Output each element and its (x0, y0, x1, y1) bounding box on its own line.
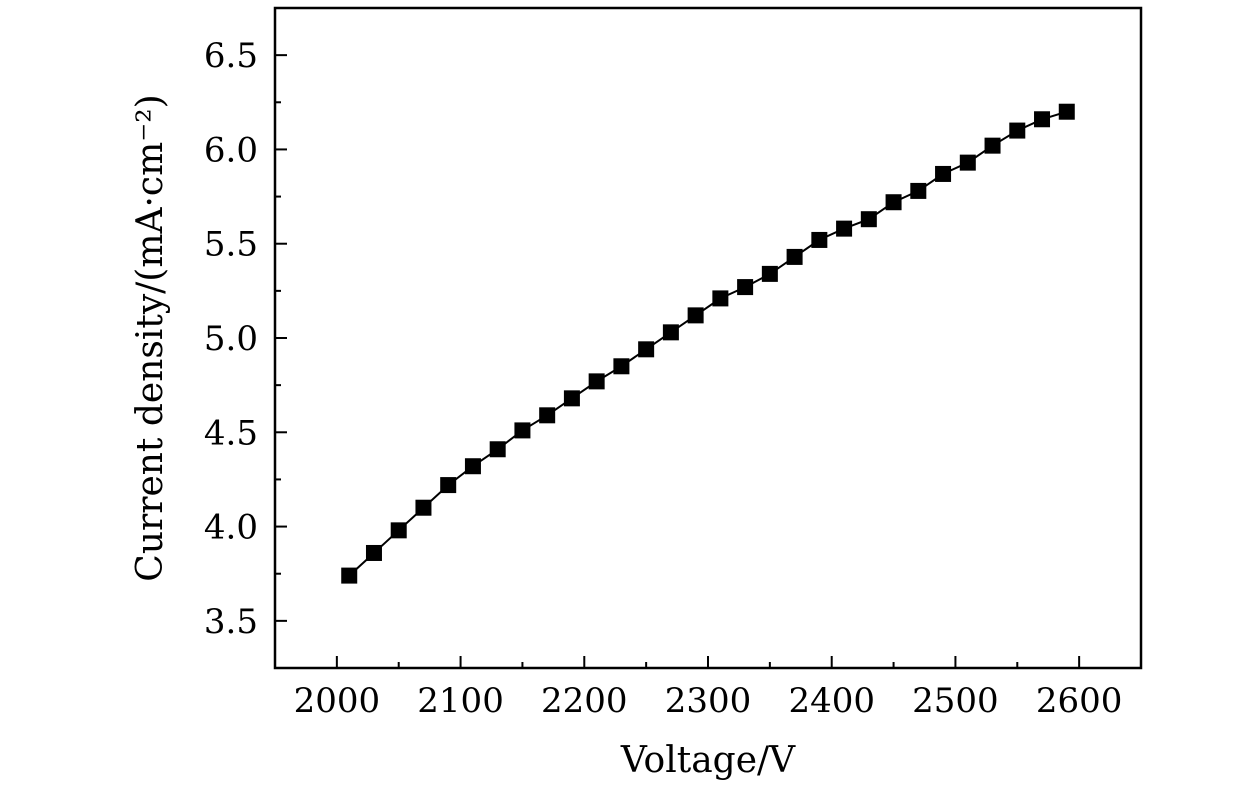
x-tick-label: 2000 (294, 681, 381, 721)
data-point (860, 211, 877, 228)
data-point (415, 499, 432, 516)
data-point (885, 194, 902, 211)
data-point (910, 182, 927, 199)
x-tick-label: 2100 (417, 681, 504, 721)
data-point (588, 373, 605, 390)
y-tick-label: 5.5 (204, 225, 258, 265)
y-tick-label: 4.5 (204, 413, 258, 453)
data-point (1058, 103, 1075, 120)
data-point (836, 220, 853, 237)
data-point (935, 165, 952, 182)
plot-frame (273, 6, 1143, 670)
x-tick-label: 2600 (1036, 681, 1123, 721)
data-point (464, 458, 481, 475)
series-line (348, 110, 1068, 577)
data-series (341, 103, 1075, 584)
y-tick-label: 4.0 (204, 508, 258, 548)
x-tick-label: 2500 (912, 681, 999, 721)
x-axis-title: Voltage/V (620, 740, 796, 781)
data-point (514, 422, 531, 439)
data-point (1009, 122, 1026, 139)
y-tick-label: 5.0 (204, 319, 258, 359)
y-axis-title: Current density/(mA·cm⁻²) (130, 94, 171, 581)
data-point (984, 137, 1001, 154)
x-tick-label: 2400 (788, 681, 875, 721)
data-point (662, 324, 679, 341)
data-point (786, 248, 803, 265)
data-point (613, 358, 630, 375)
x-tick-label: 2300 (665, 681, 752, 721)
x-tick-label: 2200 (541, 681, 628, 721)
data-point (687, 307, 704, 324)
y-tick-label: 6.0 (204, 130, 258, 170)
tick-labels: 2000 2100 2200 2300 2400 2500 2600 3.5 4.0 4.5 5.0… (204, 36, 1122, 721)
data-point (489, 441, 506, 458)
data-point (811, 231, 828, 248)
data-point (761, 265, 778, 282)
data-point (638, 341, 655, 358)
axis-ticks (275, 54, 1081, 668)
data-point (539, 407, 556, 424)
y-tick-label: 6.5 (204, 36, 258, 76)
data-point (341, 567, 358, 584)
data-point (440, 477, 457, 494)
data-point (1034, 111, 1051, 128)
data-point (737, 279, 754, 296)
data-point (365, 544, 382, 561)
data-point (390, 522, 407, 539)
data-point (712, 290, 729, 307)
data-point (563, 390, 580, 407)
data-point (959, 154, 976, 171)
y-tick-label: 3.5 (204, 602, 258, 642)
